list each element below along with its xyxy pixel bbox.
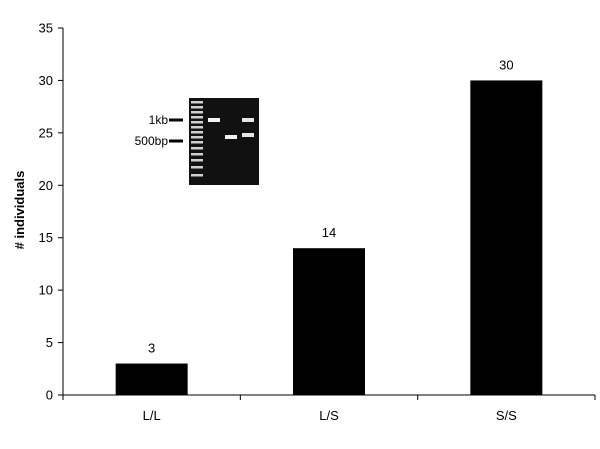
marker-label-1kb: 1kb	[149, 113, 169, 127]
y-tick-label: 10	[39, 283, 53, 298]
data-label: 14	[322, 225, 336, 240]
x-tick-label: L/S	[319, 408, 339, 423]
bar-s-s	[470, 80, 543, 395]
x-axis-ticks: L/L L/S S/S	[62, 395, 596, 423]
bar-l-l	[115, 363, 188, 395]
x-tick-label: S/S	[496, 408, 517, 423]
bars-group	[115, 80, 543, 395]
lane-1-band-long	[208, 118, 220, 122]
y-tick-label: 5	[46, 335, 53, 350]
y-axis-title: # individuals	[12, 171, 27, 250]
y-tick-label: 35	[39, 21, 53, 36]
lane-3-band-long	[242, 118, 254, 122]
lane-2-band-short	[225, 135, 237, 139]
data-label: 3	[148, 341, 155, 356]
marker-label-500bp: 500bp	[135, 134, 169, 148]
y-tick-label: 0	[46, 388, 53, 403]
y-tick-label: 30	[39, 73, 53, 88]
bar-l-s	[293, 248, 365, 395]
gel-image-inset: 1kb 500bp	[135, 98, 259, 185]
y-tick-label: 25	[39, 125, 53, 140]
lane-3-band-short	[242, 133, 254, 137]
y-tick-label: 20	[39, 178, 53, 193]
data-labels-group: 3 14 30	[148, 57, 514, 355]
data-label: 30	[499, 57, 513, 72]
y-tick-label: 15	[39, 230, 53, 245]
x-tick-label: L/L	[143, 408, 161, 423]
ladder-lane	[191, 101, 203, 177]
y-axis-ticks: 0 5 10 15 20 25 30 35	[39, 21, 63, 403]
